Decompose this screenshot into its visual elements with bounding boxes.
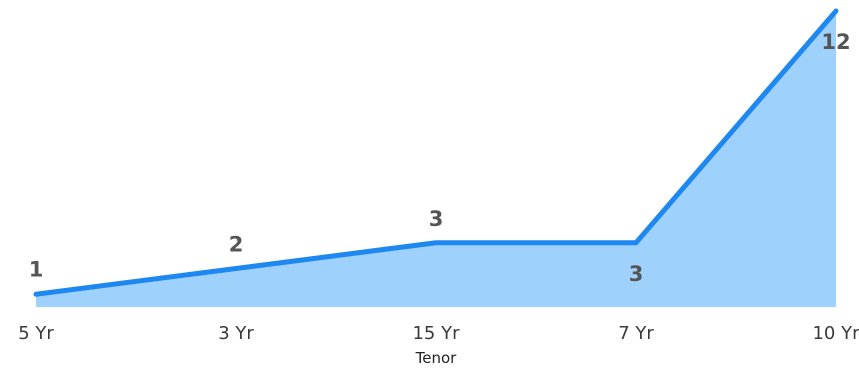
x-axis-tick-labels: 5 Yr 3 Yr 15 Yr 7 Yr 10 Yr xyxy=(18,323,859,344)
x-tick-label-1: 3 Yr xyxy=(218,323,254,344)
data-label-1: 2 xyxy=(229,233,244,257)
data-label-3: 3 xyxy=(629,262,644,286)
data-label-4: 12 xyxy=(821,30,850,54)
series-line xyxy=(33,8,839,297)
data-label-0: 1 xyxy=(29,257,44,281)
x-tick-label-4: 10 Yr xyxy=(812,323,859,344)
x-tick-label-0: 5 Yr xyxy=(18,323,54,344)
x-tick-label-2: 15 Yr xyxy=(412,323,460,344)
data-label-2: 3 xyxy=(429,207,444,231)
x-axis-title: Tenor xyxy=(415,349,458,367)
area-fill xyxy=(36,11,836,307)
x-tick-label-3: 7 Yr xyxy=(618,323,654,344)
